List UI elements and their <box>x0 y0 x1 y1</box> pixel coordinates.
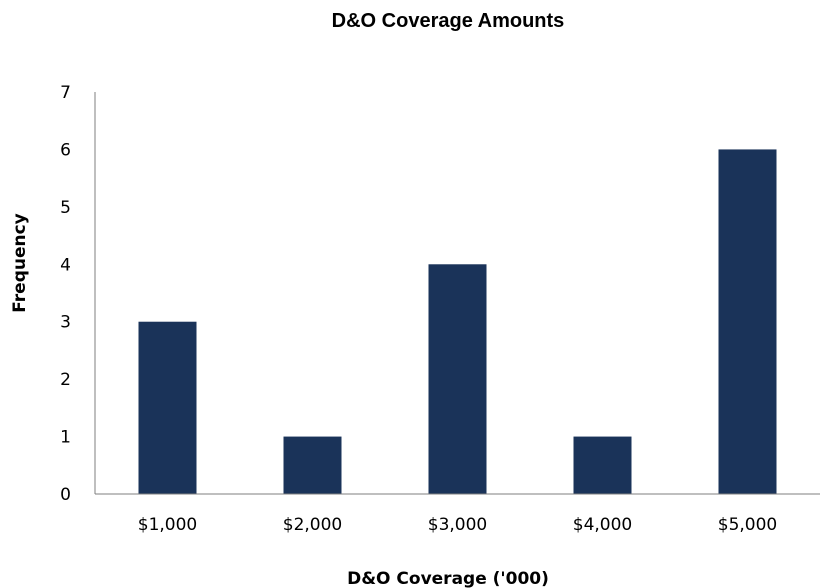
x-tick-label: $1,000 <box>138 515 197 535</box>
x-tick-label: $5,000 <box>718 515 777 535</box>
chart-title: D&O Coverage Amounts <box>332 10 565 32</box>
y-tick-label: 7 <box>60 83 71 103</box>
x-tick-labels: $1,000 $2,000 $3,000 $4,000 $5,000 <box>138 515 777 535</box>
y-tick-label: 0 <box>60 485 71 505</box>
y-tick-label: 5 <box>60 198 71 218</box>
x-tick-label: $4,000 <box>573 515 632 535</box>
y-tick-label: 6 <box>60 140 71 160</box>
y-tick-labels: 0 1 2 3 4 5 6 7 <box>60 83 71 505</box>
bar <box>573 436 632 494</box>
bar <box>283 436 342 494</box>
x-tick-label: $2,000 <box>283 515 342 535</box>
y-tick-label: 3 <box>60 313 71 333</box>
plot-area: 0 1 2 3 4 5 6 7 $1,000 $2,000 $3,000 $4,000 $5,000 <box>60 83 820 535</box>
bar <box>138 321 197 494</box>
x-tick-label: $3,000 <box>428 515 487 535</box>
y-tick-label: 1 <box>60 428 71 448</box>
x-axis-title: D&O Coverage ('000) <box>347 569 549 588</box>
y-axis-title: Frequency <box>10 213 30 313</box>
bar <box>428 264 487 494</box>
bar <box>718 149 777 494</box>
y-tick-label: 4 <box>60 255 71 275</box>
bars <box>138 149 777 494</box>
y-tick-label: 2 <box>60 370 71 390</box>
